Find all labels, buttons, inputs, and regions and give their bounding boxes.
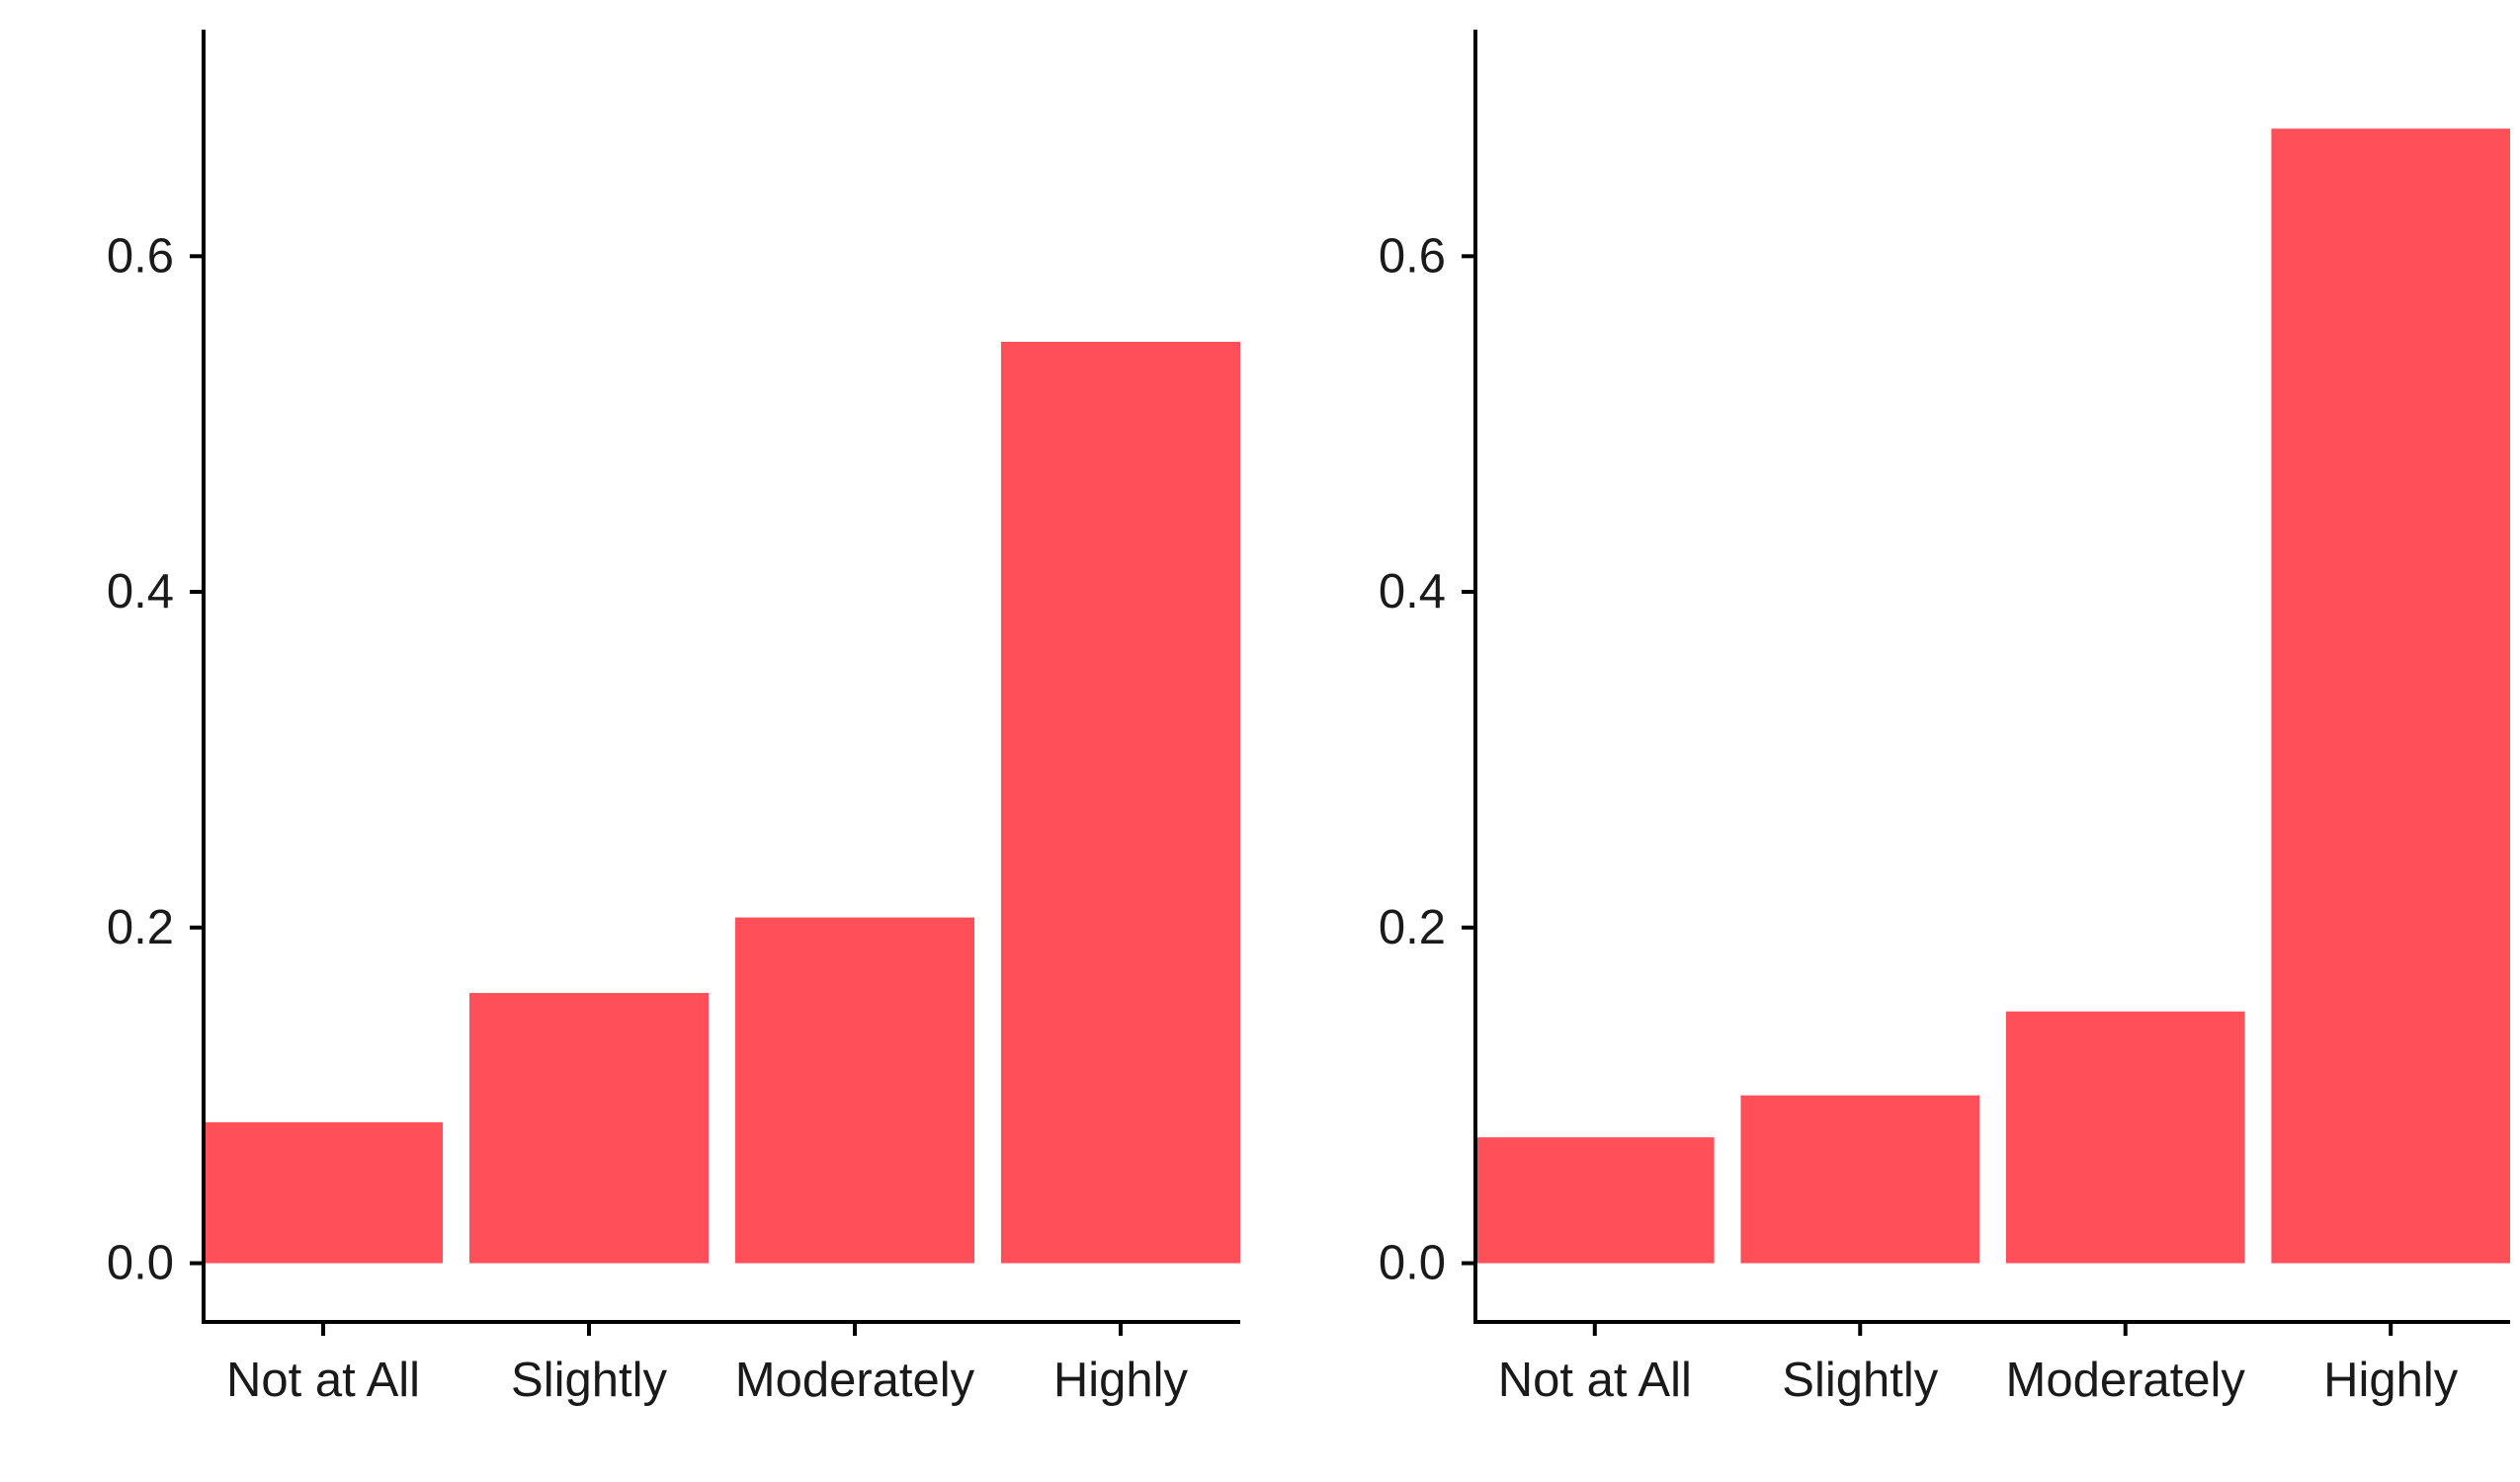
bar-highly [2271,128,2510,1264]
bar-moderately [2005,1011,2245,1264]
y-tick-label: 0.2 [1379,901,1446,954]
x-tick-label: Highly [1053,1354,1189,1407]
x-tick-label: Not at All [1498,1354,1692,1407]
chart-panel-left: 0.0 0.2 0.4 0.6 Not at All Slightly Moderately… [107,30,1240,1407]
y-tick-label: 0.6 [1379,229,1446,283]
x-tick-label: Slightly [1782,1354,1938,1407]
chart-panel-right: 0.0 0.2 0.4 0.6 Not at All Slightly Moderately… [1379,30,2510,1407]
y-tick-label: 0.0 [107,1237,174,1290]
bar-slightly [1740,1095,1980,1264]
y-tick-label: 0.0 [1379,1237,1446,1290]
y-tick-label: 0.2 [107,901,174,954]
bar-slightly [468,993,710,1264]
x-tick-label: Not at All [226,1354,420,1407]
bar-highly [1000,341,1240,1264]
bar-moderately [734,917,975,1264]
x-tick-label: Moderately [2006,1354,2246,1407]
x-tick-label: Highly [2323,1354,2459,1407]
y-tick-label: 0.6 [107,229,174,283]
bar-not-at-all [1475,1137,1715,1264]
x-tick-label: Slightly [511,1354,667,1407]
y-tick-label: 0.4 [107,565,174,618]
x-tick-label: Moderately [735,1354,975,1407]
y-tick-label: 0.4 [1379,565,1446,618]
bar-not-at-all [204,1121,444,1264]
